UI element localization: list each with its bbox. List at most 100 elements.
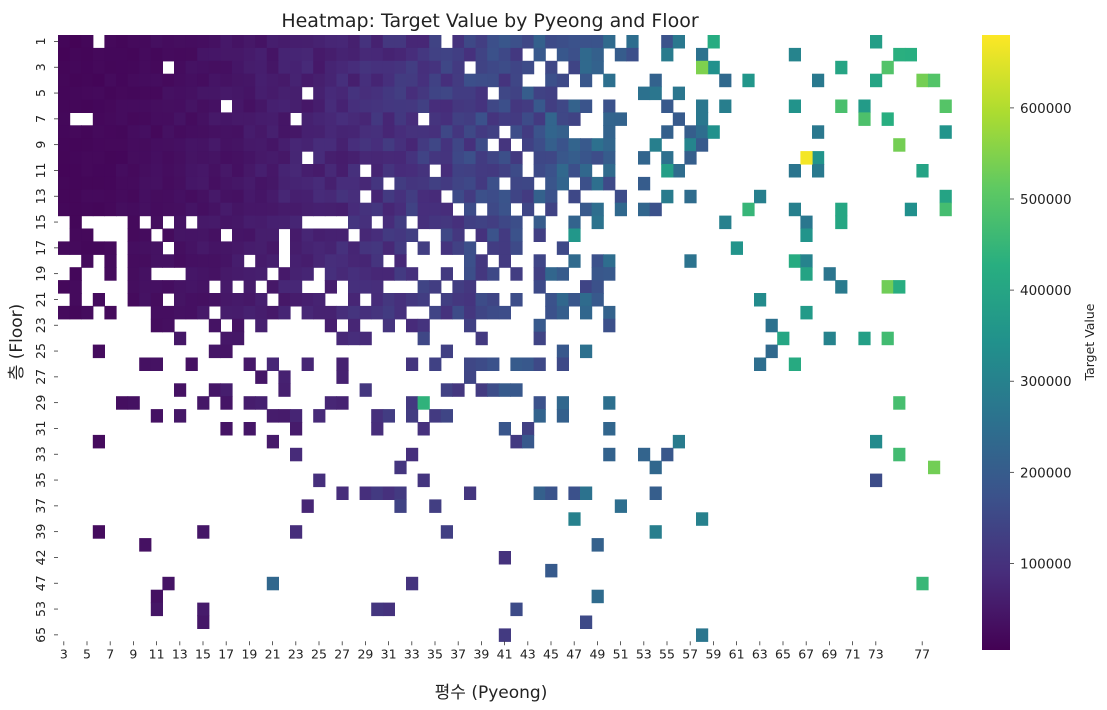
heatmap-cell bbox=[220, 254, 233, 268]
heatmap-cell bbox=[359, 112, 372, 126]
heatmap-cell bbox=[545, 99, 558, 113]
heatmap-cell bbox=[301, 60, 314, 75]
heatmap-cell bbox=[638, 176, 651, 191]
heatmap-cell bbox=[522, 176, 535, 191]
heatmap-cell bbox=[382, 60, 395, 75]
heatmap-cell bbox=[510, 241, 523, 255]
y-axis-label: 층 (Floor) bbox=[7, 304, 27, 381]
heatmap-cell bbox=[440, 228, 453, 242]
heatmap-cell bbox=[208, 293, 221, 307]
heatmap-cell bbox=[220, 164, 233, 178]
heatmap-cell bbox=[290, 189, 303, 204]
heatmap-cell bbox=[742, 202, 755, 217]
heatmap-cell bbox=[185, 357, 198, 371]
heatmap-cell bbox=[324, 241, 337, 255]
heatmap-cell bbox=[406, 228, 419, 242]
heatmap-cell bbox=[464, 357, 477, 371]
heatmap-cell bbox=[348, 151, 361, 165]
heatmap-cell bbox=[603, 73, 616, 88]
x-tick-label: 39 bbox=[473, 646, 489, 661]
heatmap-cell bbox=[614, 47, 627, 62]
heatmap-cell bbox=[719, 73, 732, 88]
heatmap-cell bbox=[498, 35, 511, 49]
x-tick-label: 27 bbox=[334, 646, 350, 661]
heatmap-cell bbox=[475, 176, 488, 191]
heatmap-cell bbox=[150, 151, 163, 165]
heatmap-cell bbox=[556, 241, 569, 255]
heatmap-cell bbox=[603, 125, 616, 139]
heatmap-cell bbox=[452, 305, 465, 320]
heatmap-cell bbox=[568, 164, 581, 178]
heatmap-cell bbox=[406, 396, 419, 410]
heatmap-cell bbox=[313, 228, 326, 242]
heatmap-cell bbox=[545, 293, 558, 307]
heatmap-cell bbox=[162, 189, 175, 204]
heatmap-cell bbox=[545, 73, 558, 88]
heatmap-cell bbox=[649, 202, 662, 217]
heatmap-cell bbox=[232, 189, 245, 204]
heatmap-cell bbox=[232, 125, 245, 139]
heatmap-cell bbox=[464, 305, 477, 320]
heatmap-cell bbox=[69, 151, 82, 165]
heatmap-cell bbox=[429, 35, 442, 49]
heatmap-cell bbox=[139, 164, 152, 178]
heatmap-cell bbox=[116, 86, 129, 101]
heatmap-cell bbox=[580, 202, 593, 217]
heatmap-cell bbox=[591, 538, 604, 552]
heatmap-cell bbox=[556, 409, 569, 423]
heatmap-cell bbox=[464, 73, 477, 88]
heatmap-cell bbox=[197, 138, 210, 152]
heatmap-cell bbox=[150, 357, 163, 371]
heatmap-cell bbox=[92, 202, 105, 217]
heatmap-cell bbox=[440, 241, 453, 255]
heatmap-cell bbox=[81, 164, 94, 178]
heatmap-cell bbox=[452, 35, 465, 49]
heatmap-cell bbox=[684, 138, 697, 152]
heatmap-cell bbox=[174, 228, 187, 242]
heatmap-cell bbox=[475, 305, 488, 320]
heatmap-cell bbox=[464, 138, 477, 152]
heatmap-cell bbox=[545, 138, 558, 152]
heatmap-cell bbox=[127, 86, 140, 101]
heatmap-cell bbox=[220, 331, 233, 346]
heatmap-cell bbox=[197, 267, 210, 281]
heatmap-cell bbox=[185, 293, 198, 307]
heatmap-cell bbox=[92, 164, 105, 178]
heatmap-cell bbox=[533, 151, 546, 165]
heatmap-cell bbox=[243, 99, 256, 113]
heatmap-cell bbox=[278, 370, 291, 384]
heatmap-cell bbox=[371, 422, 384, 436]
heatmap-cell bbox=[452, 383, 465, 397]
heatmap-cell bbox=[893, 138, 906, 152]
heatmap-cell bbox=[127, 228, 140, 242]
y-tick-label: 21 bbox=[33, 291, 48, 307]
heatmap-cell bbox=[92, 112, 105, 126]
heatmap-cell bbox=[649, 138, 662, 152]
heatmap-cell bbox=[324, 164, 337, 178]
heatmap-cell bbox=[440, 383, 453, 397]
heatmap-cell bbox=[127, 47, 140, 62]
heatmap-cell bbox=[498, 383, 511, 397]
heatmap-cell bbox=[348, 60, 361, 75]
heatmap-cell bbox=[104, 189, 117, 204]
heatmap-cell bbox=[580, 99, 593, 113]
heatmap-cell bbox=[464, 280, 477, 294]
heatmap-cell bbox=[313, 60, 326, 75]
heatmap-cell bbox=[580, 60, 593, 75]
heatmap-cell bbox=[429, 99, 442, 113]
heatmap-cell bbox=[452, 241, 465, 255]
heatmap-cell bbox=[255, 164, 268, 178]
heatmap-cell bbox=[348, 99, 361, 113]
heatmap-cell bbox=[429, 125, 442, 139]
heatmap-cell bbox=[510, 602, 523, 617]
heatmap-cell bbox=[208, 254, 221, 268]
heatmap-cell bbox=[394, 176, 407, 191]
heatmap-cell bbox=[382, 267, 395, 281]
heatmap-cell bbox=[266, 176, 279, 191]
heatmap-cell bbox=[429, 189, 442, 204]
heatmap-cell bbox=[174, 331, 187, 346]
y-tick-label: 47 bbox=[33, 575, 48, 591]
heatmap-cell bbox=[58, 151, 71, 165]
heatmap-cell bbox=[58, 305, 71, 320]
heatmap-cell bbox=[127, 112, 140, 126]
